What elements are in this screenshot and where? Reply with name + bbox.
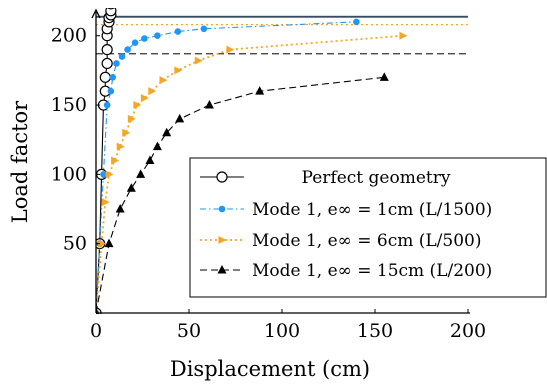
ticks: 0 50 100 150 200 50 100 150 200 [51,25,486,342]
y-tick-label: 150 [51,94,87,116]
reference-lines [96,15,468,55]
legend-label-mode1-6cm: Mode 1, e∞ = 6cm (L/500) [252,231,481,251]
y-tick-label: 100 [51,163,87,185]
series-2-point [140,94,149,103]
series-2-point [133,101,142,110]
series-3-point [152,141,162,151]
series-2 [96,31,408,314]
x-tick-label: 50 [177,320,201,342]
series-2-point [116,142,125,151]
x-tick-label: 200 [450,320,486,342]
legend-box [189,157,547,298]
series-1-point [174,28,182,35]
series-1-point [154,32,161,40]
series-0-point [107,8,115,10]
series-2-point [105,170,114,179]
series-1-point [103,101,111,109]
legend-label-perfect: Perfect geometry [302,168,451,188]
series-2-point [122,128,131,137]
legend-sample-marker-2 [218,236,227,244]
x-tick-label: 0 [90,320,102,342]
series-3-point [145,155,155,164]
series-0-point [99,71,111,83]
series-3-point [255,86,265,95]
series-3-point [204,100,214,109]
series-2-point [174,66,183,75]
series-2-point [194,56,203,65]
series-2-point [101,198,110,207]
series-0-point [105,8,117,17]
series-line-3 [96,76,385,314]
legend-label-mode1-15cm: Mode 1, e∞ = 15cm (L/200) [252,261,492,281]
series-1-point [109,74,117,81]
series-3-point [126,183,136,192]
series-3-point [175,113,185,123]
series-3-point [162,127,172,137]
legend-label-mode1-1cm: Mode 1, e∞ = 1cm (L/1500) [252,200,492,220]
y-tick-label: 50 [63,233,87,255]
x-axis-title: Displacement (cm) [170,357,370,381]
legend-sample-marker-0 [216,171,228,183]
legend-samples [200,171,244,274]
legend-sample-marker-3 [217,265,227,274]
series-layer [96,8,408,314]
series-1-point [353,18,360,26]
y-axis-arrow [91,8,101,19]
series-3-point [115,204,125,213]
series-1-point [113,60,120,67]
x-tick-label: 100 [264,320,300,342]
y-tick-label: 200 [51,25,87,47]
series-1-point [107,87,115,95]
series-line-2 [96,34,403,314]
series-1 [96,18,360,314]
series-2-point [111,156,120,165]
x-tick-label: 150 [357,320,393,342]
series-2-point [159,76,168,85]
y-axis-title: Load factor [8,100,32,223]
series-0-point [101,43,113,56]
series-1-point [200,25,208,33]
series-3-point [379,72,389,81]
series-0-point [101,57,113,70]
series-2-point [127,114,136,123]
series-1-point [118,53,126,60]
series-2-point [399,31,408,40]
legend-sample-marker-1 [218,205,226,213]
series-3 [96,72,389,314]
series-2-point [148,87,157,96]
series-1-point [124,46,131,53]
series-2-point [226,45,235,54]
series-3-point [104,238,114,248]
series-1-point [131,39,139,46]
series-1-point [141,35,148,42]
series-1-point [100,171,107,178]
series-2-point [98,239,107,248]
series-3-point [136,169,146,178]
legend: Perfect geometry Mode 1, e∞ = 1cm (L/150… [189,157,547,298]
